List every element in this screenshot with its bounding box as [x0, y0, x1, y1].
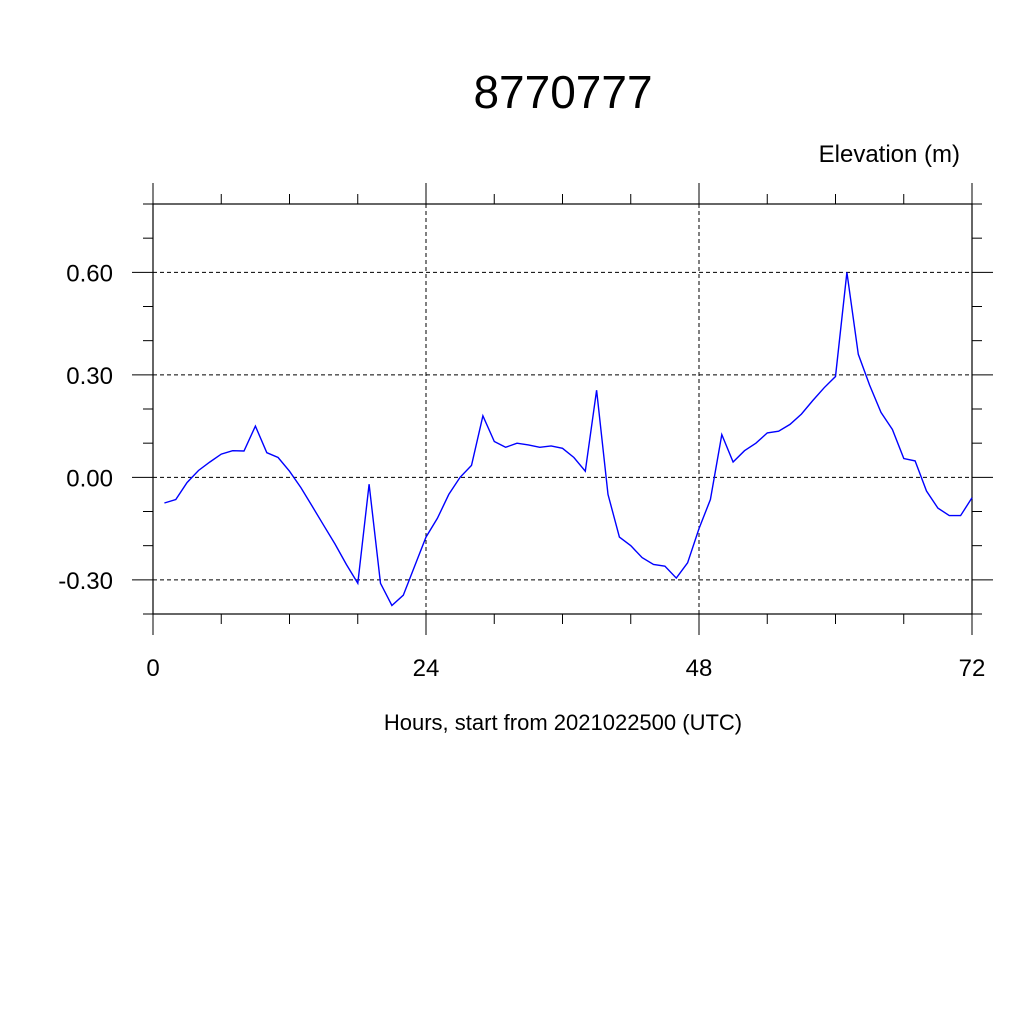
y-tick-label: 0.00: [66, 465, 113, 492]
grid-lines: [153, 204, 972, 614]
series-line: [164, 272, 973, 607]
plot-frame: [152, 203, 973, 615]
y-tick-label: -0.30: [58, 568, 113, 595]
x-tick-label: 72: [959, 655, 986, 682]
y-axis-label: Elevation (m): [819, 141, 960, 168]
x-axis-label: Hours, start from 2021022500 (UTC): [384, 710, 742, 735]
x-tick-label: 48: [686, 655, 713, 682]
series-group: [164, 272, 973, 607]
chart-title: 8770777: [473, 66, 652, 118]
tick-labels: -0.30 0.00 0.30 0.60 0 24 48 72: [58, 260, 985, 682]
y-tick-label: 0.30: [66, 363, 113, 390]
y-tick-label: 0.60: [66, 260, 113, 287]
x-tick-label: 24: [413, 655, 440, 682]
axes: [132, 183, 993, 635]
x-tick-label: 0: [146, 655, 159, 682]
